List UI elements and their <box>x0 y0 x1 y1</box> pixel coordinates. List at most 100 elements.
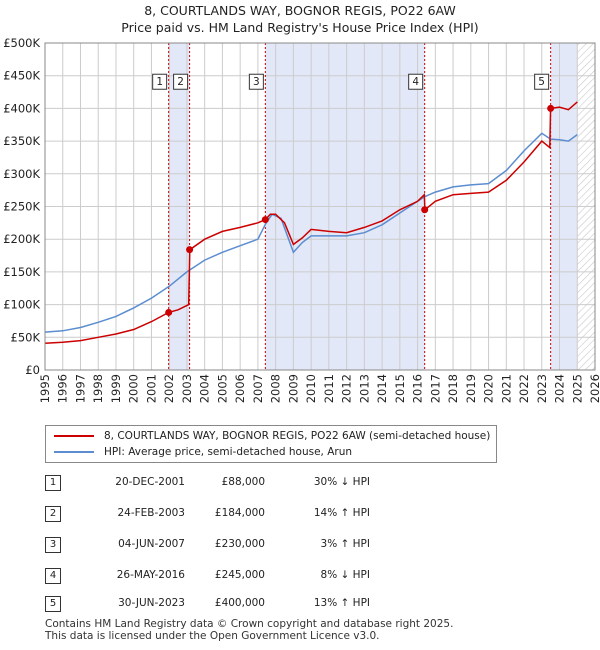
x-tick-label: 2023 <box>535 374 549 403</box>
x-tick-label: 2026 <box>588 374 600 403</box>
x-tick-label: 2002 <box>162 374 176 403</box>
chart-title: 8, COURTLANDS WAY, BOGNOR REGIS, PO22 6A… <box>144 3 456 18</box>
sale-marker-labels: 1 2 3 4 5 <box>152 73 550 90</box>
x-tick-label: 2009 <box>286 374 300 403</box>
legend-label-hpi: HPI: Average price, semi-detached house,… <box>104 446 353 458</box>
sale-points <box>165 104 555 316</box>
x-tick-label: 1998 <box>91 374 105 403</box>
x-tick-label: 2020 <box>482 374 496 403</box>
sale-point <box>261 216 269 224</box>
sale-hpi-diff: 14% ↑ HPI <box>313 507 370 519</box>
x-tick-label: 2007 <box>251 374 265 403</box>
sale-marker-label: 1 <box>156 76 163 88</box>
table-row: 3 04-JUN-2007 £230,000 3% ↑ HPI <box>45 537 565 553</box>
sale-price: £184,000 <box>214 507 265 519</box>
table-row: 2 24-FEB-2003 £184,000 14% ↑ HPI <box>45 506 565 522</box>
legend-swatch-property <box>54 435 94 437</box>
x-tick-label: 2018 <box>446 374 460 403</box>
x-tick-label: 2025 <box>570 374 584 403</box>
table-row: 5 30-JUN-2023 £400,000 13% ↑ HPI <box>45 596 565 612</box>
y-tick-label: £250K <box>3 200 40 214</box>
chart-subtitle: Price paid vs. HM Land Registry's House … <box>121 20 479 35</box>
x-tick-label: 1999 <box>109 374 123 403</box>
y-tick-label: £350K <box>3 134 40 148</box>
sale-marker-label: 4 <box>412 76 419 88</box>
x-tick-label: 2022 <box>517 374 531 403</box>
y-tick-label: £400K <box>3 101 40 115</box>
x-tick-label: 1995 <box>38 374 52 403</box>
y-tick-label: £50K <box>11 330 41 344</box>
x-tick-label: 2000 <box>127 374 141 403</box>
legend-item-hpi: HPI: Average price, semi-detached house,… <box>54 444 352 460</box>
x-tick-label: 2017 <box>428 374 442 403</box>
legend: 8, COURTLANDS WAY, BOGNOR REGIS, PO22 6A… <box>45 425 497 463</box>
footer-copyright: Contains HM Land Registry data © Crown c… <box>45 618 454 630</box>
sale-number: 4 <box>45 568 61 584</box>
y-tick-label: £200K <box>3 232 40 246</box>
y-tick-label: £0 <box>25 363 40 377</box>
sale-point <box>547 104 555 112</box>
table-row: 1 20-DEC-2001 £88,000 30% ↓ HPI <box>45 475 565 491</box>
sale-hpi-diff: 8% ↓ HPI <box>320 569 370 581</box>
x-tick-label: 2001 <box>144 374 158 403</box>
x-tick-label: 2005 <box>215 374 229 403</box>
sale-marker-box <box>152 73 168 90</box>
sale-point <box>186 246 194 254</box>
sale-price: £245,000 <box>214 569 265 581</box>
sale-marker-label: 3 <box>253 76 260 88</box>
hpi-series-line <box>44 132 578 333</box>
legend-item-property: 8, COURTLANDS WAY, BOGNOR REGIS, PO22 6A… <box>54 428 490 444</box>
x-tick-label: 2011 <box>322 374 336 403</box>
y-tick-label: £300K <box>3 167 40 181</box>
sale-number: 1 <box>45 475 61 491</box>
sale-marker-box <box>173 73 189 90</box>
x-tick-label: 2008 <box>269 374 283 403</box>
y-tick-label: £150K <box>3 265 40 279</box>
y-tick-label: £100K <box>3 298 40 312</box>
x-tick-label: 2004 <box>198 374 212 403</box>
x-tick-label: 2021 <box>499 374 513 403</box>
sale-marker-box <box>408 73 424 90</box>
table-row: 4 26-MAY-2016 £245,000 8% ↓ HPI <box>45 568 565 584</box>
sale-hpi-diff: 30% ↓ HPI <box>313 476 370 488</box>
sale-point <box>421 206 429 214</box>
sale-date: 24-FEB-2003 <box>117 507 185 519</box>
sale-marker-box <box>534 73 550 90</box>
price-chart: 1 2 3 4 5 £0 £50K £100K £150K £200K £250K £300K £35… <box>3 36 600 403</box>
sale-price: £88,000 <box>221 476 265 488</box>
x-tick-label: 2006 <box>233 374 247 403</box>
footer-licence: This data is licensed under the Open Gov… <box>45 630 380 642</box>
x-tick-label: 2012 <box>340 374 354 403</box>
chart-title-block: 8, COURTLANDS WAY, BOGNOR REGIS, PO22 6A… <box>0 2 600 36</box>
x-tick-label: 2014 <box>375 374 389 403</box>
footer: Contains HM Land Registry data © Crown c… <box>45 618 453 642</box>
sale-point <box>165 308 173 316</box>
x-tick-label: 2024 <box>553 374 567 403</box>
sale-price: £230,000 <box>214 538 265 550</box>
x-tick-label: 2010 <box>304 374 318 403</box>
legend-swatch-hpi <box>54 451 94 453</box>
x-tick-label: 2013 <box>357 374 371 403</box>
x-tick-label: 1997 <box>73 374 87 403</box>
sale-number: 2 <box>45 506 61 522</box>
sale-marker-label: 2 <box>177 76 184 88</box>
sale-hpi-diff: 13% ↑ HPI <box>313 597 370 609</box>
sale-date: 26-MAY-2016 <box>116 569 185 581</box>
sale-date: 30-JUN-2023 <box>118 597 185 609</box>
sale-marker-label: 5 <box>538 76 545 88</box>
x-tick-label: 2016 <box>411 374 425 403</box>
x-tick-label: 2019 <box>464 374 478 403</box>
sale-date: 20-DEC-2001 <box>115 476 185 488</box>
plot-frame <box>44 42 596 371</box>
sale-number: 5 <box>45 596 61 612</box>
sale-price: £400,000 <box>214 597 265 609</box>
sale-marker-box <box>248 73 264 90</box>
legend-label-property: 8, COURTLANDS WAY, BOGNOR REGIS, PO22 6A… <box>104 430 491 442</box>
sale-number: 3 <box>45 537 61 553</box>
y-tick-label: £450K <box>3 69 40 83</box>
sale-date: 04-JUN-2007 <box>118 538 185 550</box>
x-tick-label: 2015 <box>393 374 407 403</box>
axes: £0 £50K £100K £150K £200K £250K £300K £350K £400… <box>3 36 600 403</box>
x-tick-label: 2003 <box>180 374 194 403</box>
x-tick-label: 1996 <box>56 374 70 403</box>
